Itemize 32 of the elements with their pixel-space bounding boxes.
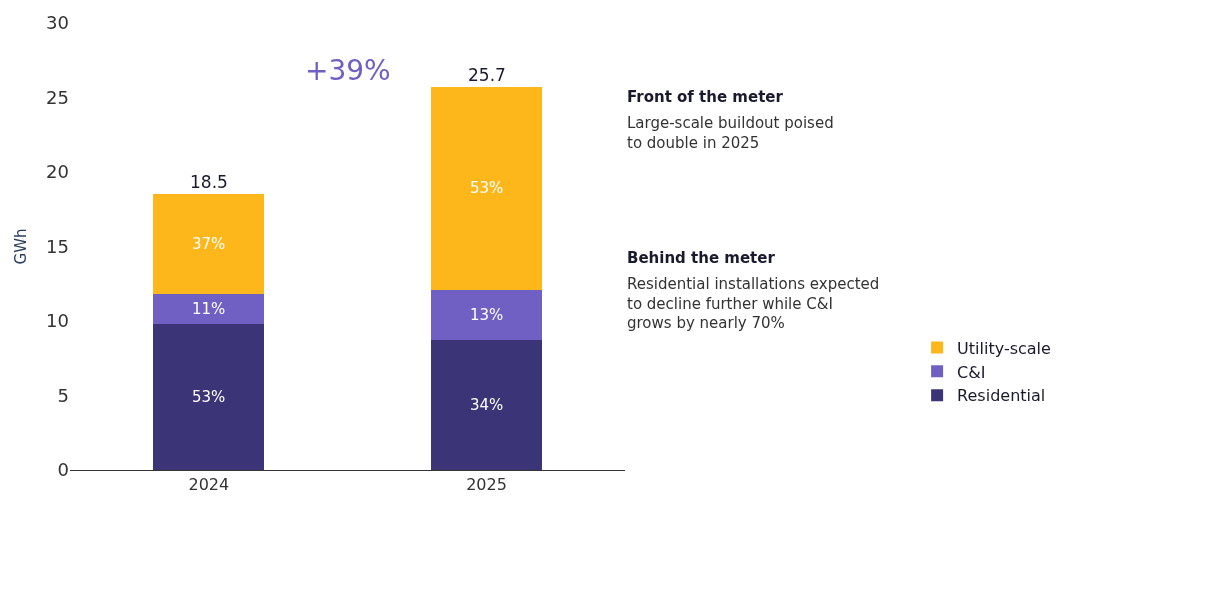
y-tick-label: 20 — [46, 161, 69, 183]
bar — [153, 323, 265, 470]
total-label: 25.7 — [468, 65, 506, 85]
bar — [431, 340, 543, 470]
legend-label: Utility-scale — [957, 338, 1051, 358]
y-tick-label: 25 — [46, 86, 69, 108]
annotation: 11% — [192, 300, 226, 318]
bar — [431, 289, 543, 341]
annotation: 53% — [192, 388, 226, 406]
y-axis-title: GWh — [12, 228, 31, 265]
annotation: 34% — [470, 396, 504, 414]
y-tick-label: 5 — [57, 384, 69, 406]
x-tick-label: 2024 — [188, 475, 230, 495]
bar — [153, 194, 265, 295]
annotation: +39% — [305, 54, 391, 87]
annotation: 53% — [470, 179, 504, 197]
legend-label: Residential — [957, 386, 1046, 406]
bar — [431, 87, 543, 290]
text: Large-scale buildout poised to double in 2025 — [627, 114, 834, 152]
text: Behind the meter — [627, 249, 776, 267]
y-tick-label: 0 — [57, 459, 69, 481]
bar — [153, 294, 265, 324]
y-tick-label: 15 — [46, 235, 69, 257]
text: Front of the meter — [627, 88, 784, 106]
y-tick-label: 30 — [46, 12, 69, 34]
total-label: 18.5 — [190, 172, 228, 192]
annotation: 37% — [192, 235, 226, 253]
legend-label: C&I — [957, 362, 986, 382]
annotation: 13% — [470, 306, 504, 324]
y-tick-label: 10 — [46, 310, 69, 332]
x-tick-label: 2025 — [466, 475, 507, 495]
text: Residential installations expected to decline further while C&I grows by nearly 70% — [627, 275, 880, 332]
